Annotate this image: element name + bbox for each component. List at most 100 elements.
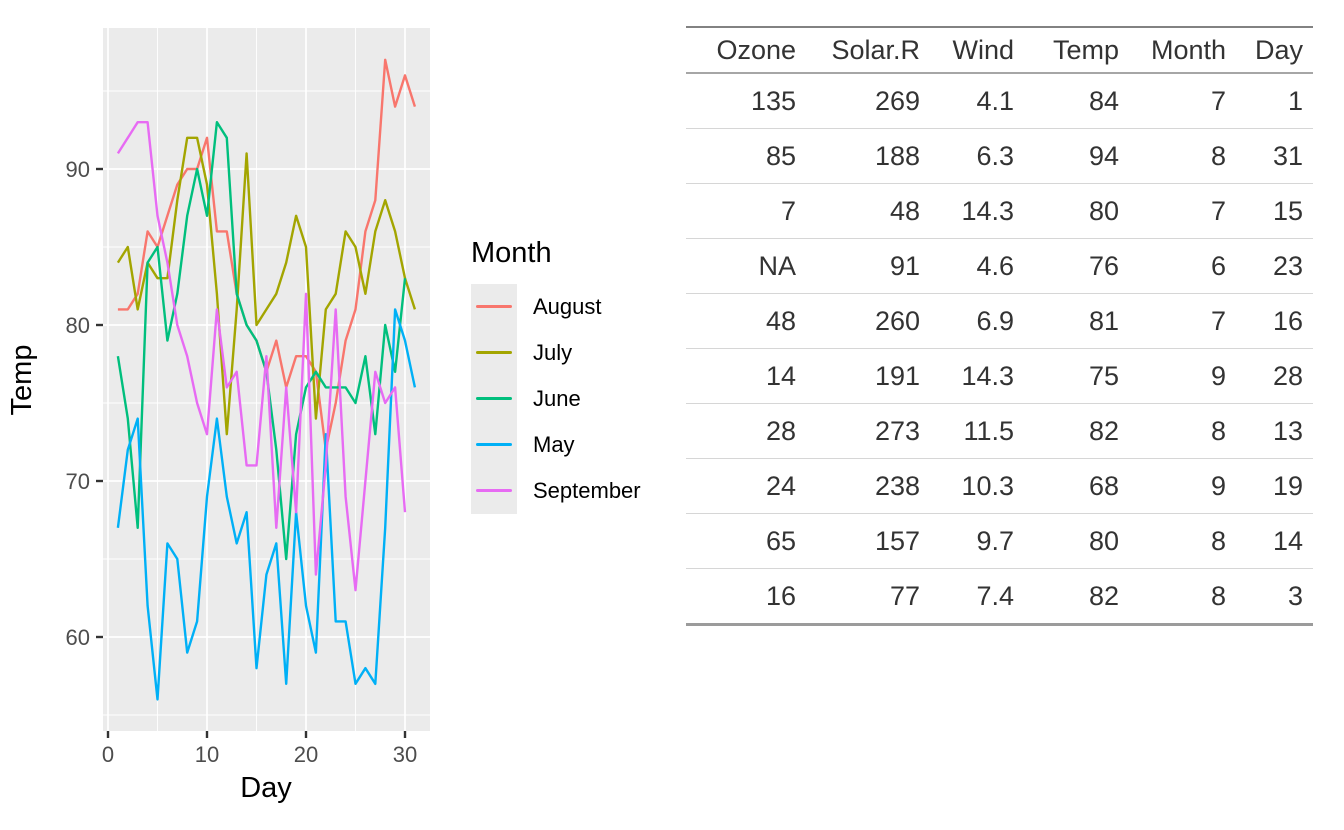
table-row: 24 238 10.3 68 9 19	[686, 458, 1313, 514]
y-tick-label: 80	[66, 313, 90, 338]
table-cell: 1	[1236, 73, 1313, 129]
legend-item-june: June	[471, 376, 641, 422]
table-cell: 7.4	[976, 580, 1014, 611]
table-cell: 84	[1024, 73, 1129, 129]
table-cell: 3	[1287, 580, 1303, 611]
column-header-wind: Wind	[930, 27, 1024, 74]
table-row: 65 157 9.7 80 8 14	[686, 513, 1313, 569]
table-cell: 260	[806, 293, 930, 349]
table-cell: 82	[1088, 580, 1119, 611]
airquality-table: Ozone Solar.R Wind Temp Month Day 135 269 4.1 84…	[686, 26, 1313, 626]
table-cell: 4.1	[930, 73, 1024, 129]
table-cell: 91	[806, 238, 930, 294]
table-row: 85 188 6.3 94 8 31	[686, 128, 1313, 184]
x-tick-label: 30	[393, 742, 417, 767]
table-cell: 14	[1236, 513, 1313, 569]
table-cell: 10.3	[930, 458, 1024, 514]
table-cell: 6	[1129, 238, 1236, 294]
table-cell: 191	[806, 348, 930, 404]
y-tick-label: 90	[66, 157, 90, 182]
table-cell: 15	[1236, 183, 1313, 239]
table-cell: 82	[1024, 403, 1129, 459]
table-cell: 24	[686, 458, 806, 514]
table-cell: 8	[1129, 128, 1236, 184]
temp-by-day-chart: 0 10 20 30 60 70 80 90 Day Temp	[6, 28, 430, 804]
y-tick-label: 70	[66, 469, 90, 494]
table-cell: 9	[1129, 458, 1236, 514]
x-tick-label: 0	[102, 742, 114, 767]
table-cell: 7	[1129, 73, 1236, 129]
table-cell: 23	[1236, 238, 1313, 294]
column-header-temp: Temp	[1024, 27, 1129, 74]
column-header-day: Day	[1236, 27, 1313, 74]
table-row: NA 91 4.6 76 6 23	[686, 238, 1313, 294]
table-cell: 85	[686, 128, 806, 184]
table-cell: 9	[1129, 348, 1236, 404]
table-cell: NA	[686, 238, 806, 294]
table-cell: 4.6	[930, 238, 1024, 294]
table-cell: 269	[806, 73, 930, 129]
x-tick-label: 20	[294, 742, 318, 767]
table-cell: 81	[1024, 293, 1129, 349]
series-line-july	[116, 136, 417, 436]
column-header-solarr: Solar.R	[806, 27, 930, 74]
legend-key-line	[476, 305, 512, 309]
table-cell: 7	[1129, 293, 1236, 349]
legend-key-line	[476, 351, 512, 355]
table-cell: 6.3	[930, 128, 1024, 184]
legend-item-july: July	[471, 330, 641, 376]
legend-item-september: September	[471, 468, 641, 514]
table-cell: 28	[1236, 348, 1313, 404]
x-tick-label: 10	[195, 742, 219, 767]
table-cell: 68	[1024, 458, 1129, 514]
table-cell: 135	[686, 73, 806, 129]
legend-title: Month	[471, 237, 552, 269]
y-axis-title: Temp	[6, 345, 38, 416]
table-cell: 94	[1024, 128, 1129, 184]
table-cell: 65	[686, 513, 806, 569]
legend-key-swatch	[471, 468, 517, 514]
table-cell: 48	[806, 183, 930, 239]
table-cell: 7	[1129, 183, 1236, 239]
table-cell: 76	[1024, 238, 1129, 294]
legend-key-swatch	[471, 284, 517, 330]
legend-key-line	[476, 489, 512, 493]
table-cell: 8	[1129, 513, 1236, 569]
table-cell: 9.7	[930, 513, 1024, 569]
x-axis-title: Day	[240, 772, 292, 804]
series-line-september	[116, 120, 407, 592]
legend-label: August	[533, 294, 602, 319]
table-cell: 11.5	[930, 403, 1024, 459]
table-header-row: Ozone Solar.R Wind Temp Month Day	[686, 27, 1313, 74]
legend-key-swatch	[471, 376, 517, 422]
table-cell: 157	[806, 513, 930, 569]
table-cell: 31	[1236, 128, 1313, 184]
table-cell: 16	[765, 580, 796, 611]
table-cell: 77	[889, 580, 920, 611]
airquality-table-container: Ozone Solar.R Wind Temp Month Day 135 269 4.1 84…	[686, 26, 1313, 626]
table-cell: 7	[686, 183, 806, 239]
table-cell: 75	[1024, 348, 1129, 404]
table-cell: 14.3	[930, 348, 1024, 404]
table-cell: 13	[1236, 403, 1313, 459]
table-cell: 8	[1129, 403, 1236, 459]
series-line-june	[116, 120, 407, 561]
legend-key-swatch	[471, 422, 517, 468]
table-row: 14 191 14.3 75 9 28	[686, 348, 1313, 404]
table-row: 28 273 11.5 82 8 13	[686, 403, 1313, 459]
table-row: 48 260 6.9 81 7 16	[686, 293, 1313, 349]
table-cell: 8	[1210, 580, 1226, 611]
table-cell: 28	[686, 403, 806, 459]
column-header-ozone: Ozone	[686, 27, 806, 74]
legend-label: May	[533, 432, 575, 457]
legend-label: July	[533, 340, 573, 365]
legend-key-line	[476, 397, 512, 401]
legend-label: June	[533, 386, 581, 411]
table-cell: 6.9	[930, 293, 1024, 349]
y-tick-label: 60	[66, 625, 90, 650]
table-cell: 80	[1024, 513, 1129, 569]
chart-legend: Month August July June May September	[471, 236, 641, 514]
table-cell: 48	[686, 293, 806, 349]
table-cell: 19	[1236, 458, 1313, 514]
